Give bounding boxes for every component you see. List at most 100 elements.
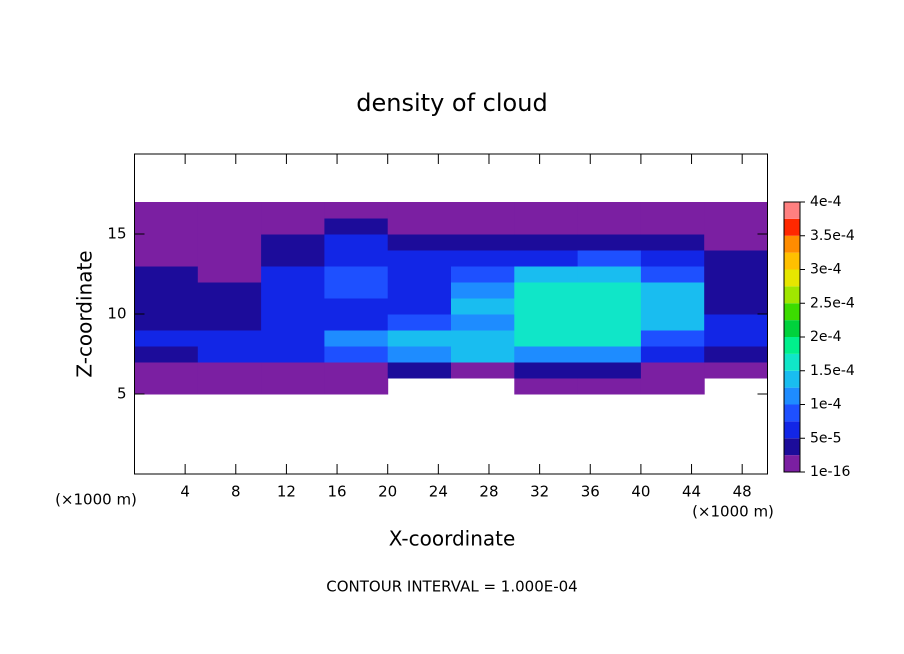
field-cell [451, 250, 515, 267]
field-cell [197, 330, 262, 347]
field-cell [324, 202, 389, 219]
field-cell [134, 362, 199, 379]
field-cell [514, 234, 579, 251]
field-cell [577, 330, 642, 347]
y-axis-label: Z-coordinate [73, 250, 97, 377]
field-cell [387, 250, 452, 267]
field-cell [134, 314, 199, 331]
field-cell [197, 234, 262, 251]
x-tick-label: 40 [631, 483, 650, 501]
colorbar-band [784, 353, 800, 371]
colorbar-band [784, 370, 800, 388]
field-cell [197, 378, 262, 395]
field-cell [387, 362, 452, 379]
colorbar-band [784, 235, 800, 253]
field-cell [640, 330, 705, 347]
field-cell [324, 266, 389, 283]
field-cell [134, 266, 199, 283]
colorbar-tick-label: 1e-4 [810, 397, 842, 413]
field-cell [261, 298, 325, 315]
field-cell [514, 266, 579, 283]
field-cell [261, 282, 325, 299]
field-cell [134, 298, 199, 315]
field-cell [197, 250, 262, 267]
field-cell [387, 282, 452, 299]
field-cell [324, 330, 389, 347]
x-tick-label: 24 [429, 483, 448, 501]
field-cell [324, 282, 389, 299]
field-cell [514, 282, 579, 299]
field-cell [261, 266, 325, 283]
colorbar-band [784, 404, 800, 422]
field-cell [577, 346, 642, 363]
x-tick-label: 28 [479, 483, 498, 501]
colorbar-tick-label: 1.5e-4 [810, 363, 855, 379]
field-cell [261, 250, 325, 267]
colorbar-band [784, 455, 800, 472]
field-cell [514, 314, 579, 331]
field-cell [640, 362, 705, 379]
field-cell [640, 282, 705, 299]
field-cell [261, 346, 325, 363]
field-cell [577, 282, 642, 299]
field-cell [387, 202, 452, 219]
field-cell [514, 346, 579, 363]
field-cell [577, 250, 642, 267]
field-cell [704, 346, 768, 363]
field-cell [261, 330, 325, 347]
field-cell [640, 346, 705, 363]
field-cell [451, 282, 515, 299]
field-cell [387, 330, 452, 347]
field-cell [134, 218, 199, 235]
field-cell [640, 266, 705, 283]
field-cell [197, 266, 262, 283]
field-cell [197, 218, 262, 235]
field-cell [704, 314, 768, 331]
field-cell [451, 218, 515, 235]
field-cell [324, 314, 389, 331]
field-cell [640, 202, 705, 219]
colorbar-band [784, 202, 800, 219]
field-cell [514, 378, 579, 395]
footnote: CONTOUR INTERVAL = 1.000E-04 [326, 578, 577, 596]
x-tick-label: 36 [581, 483, 600, 501]
colorbar-band [784, 387, 800, 405]
field-cell [324, 234, 389, 251]
field-cell [261, 202, 325, 219]
field-cell [451, 266, 515, 283]
field-cell [324, 378, 389, 395]
field-cell [577, 202, 642, 219]
field-cell [514, 298, 579, 315]
field-cell [704, 282, 768, 299]
field-cell [324, 362, 389, 379]
field-cell [387, 266, 452, 283]
colorbar-band [784, 252, 800, 270]
x-tick-label: 48 [733, 483, 752, 501]
field-cell [197, 362, 262, 379]
field-cell [514, 250, 579, 267]
field-cell [134, 234, 199, 251]
field-cell [451, 330, 515, 347]
x-tick-label: 12 [277, 483, 296, 501]
field-cell [577, 298, 642, 315]
field-cell [134, 202, 199, 219]
field-cell [451, 298, 515, 315]
field-cell [261, 314, 325, 331]
field-cell [577, 314, 642, 331]
field-cell [640, 218, 705, 235]
field-cell [704, 218, 768, 235]
chart-title: density of cloud [356, 89, 547, 117]
field-cell [324, 218, 389, 235]
field-cell [134, 330, 199, 347]
field-cell [451, 346, 515, 363]
field-cell [387, 298, 452, 315]
field-cell [514, 202, 579, 219]
field-cell [324, 250, 389, 267]
field-cell [577, 378, 642, 395]
field-cell [197, 202, 262, 219]
colorbar-band [784, 303, 800, 321]
field-cell [704, 298, 768, 315]
colorbar-band [784, 337, 800, 354]
field-cell [704, 202, 768, 219]
